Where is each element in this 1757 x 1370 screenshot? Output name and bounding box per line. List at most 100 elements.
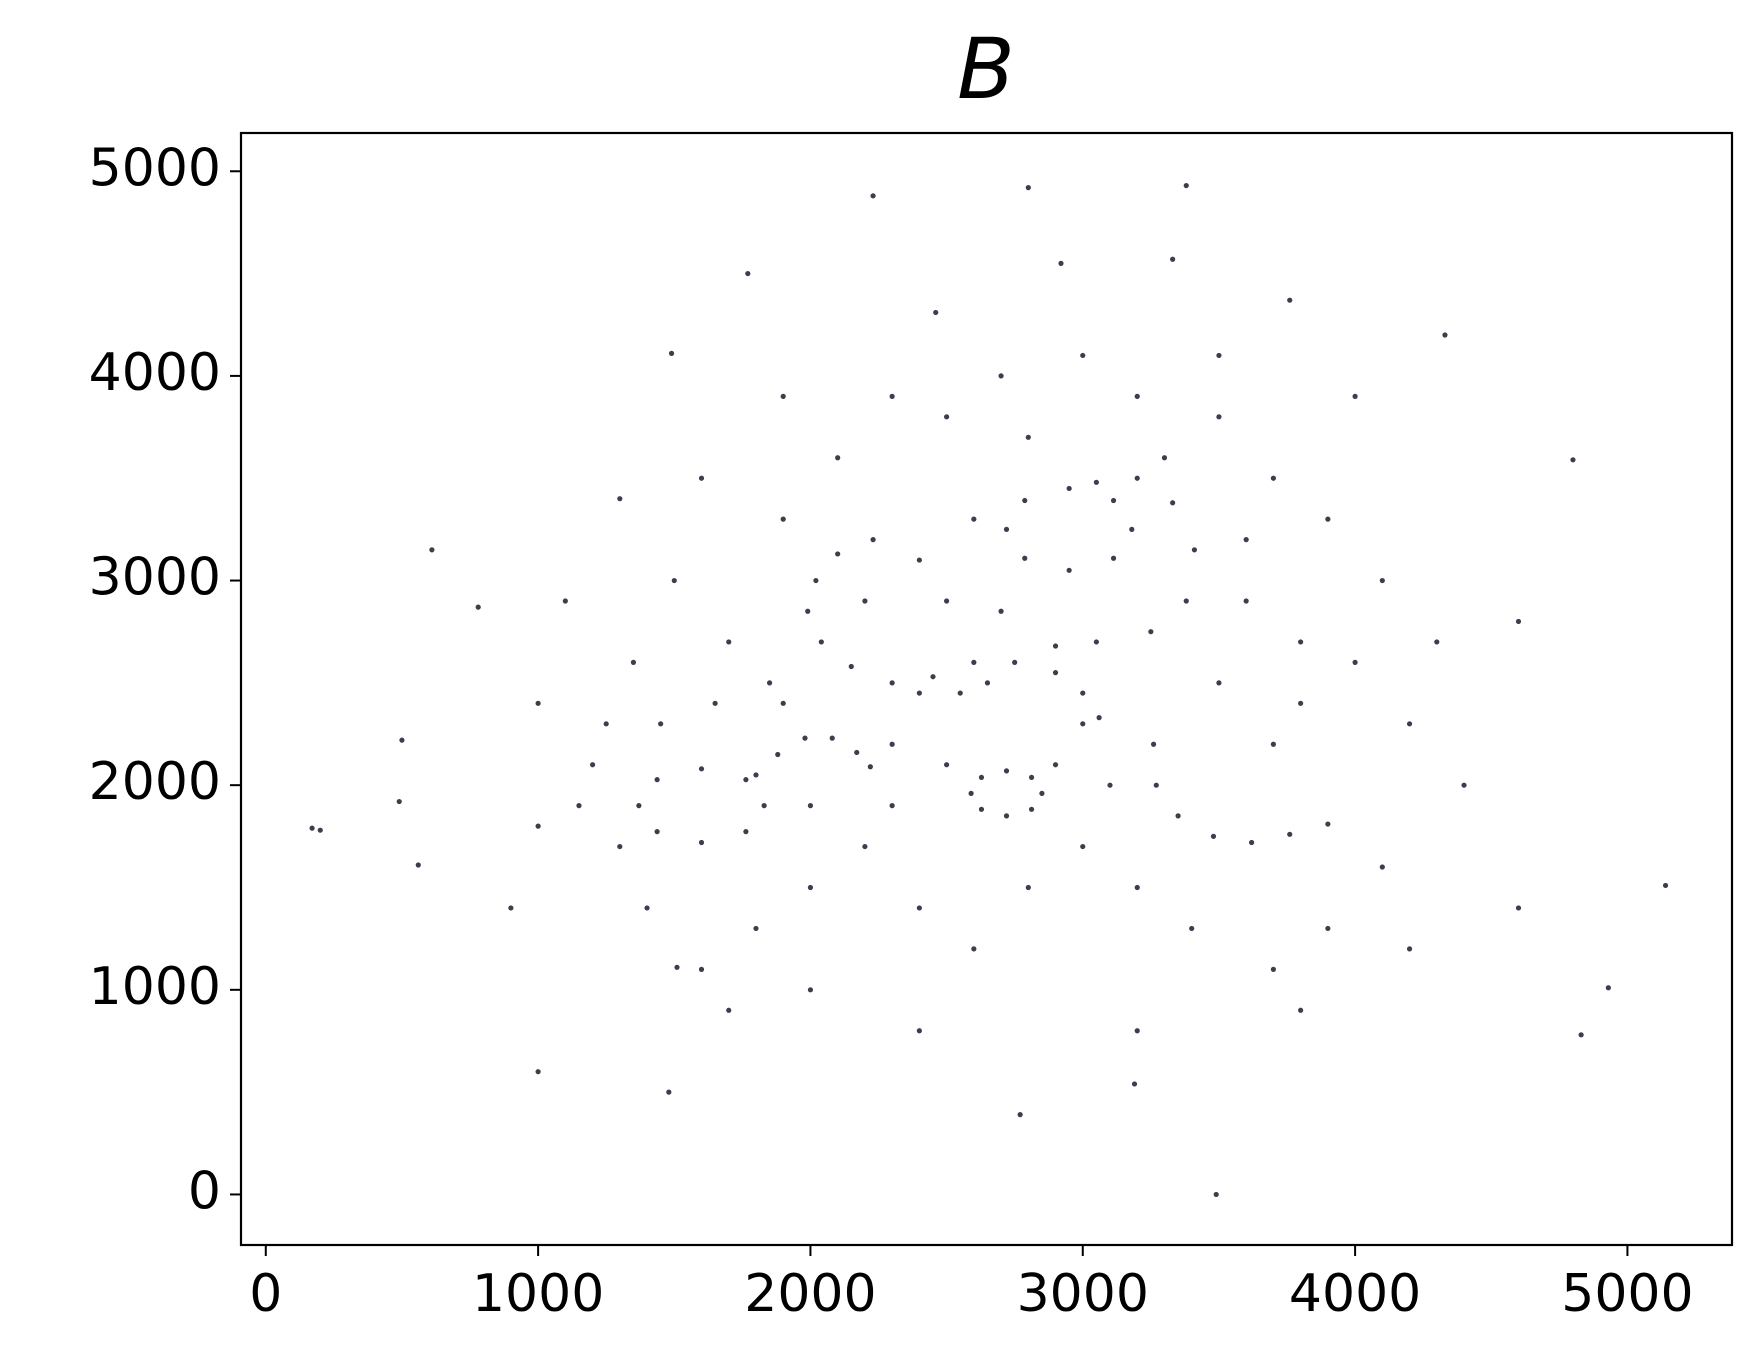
point bbox=[1434, 639, 1440, 645]
point bbox=[1066, 567, 1072, 573]
point bbox=[1210, 833, 1217, 839]
point bbox=[968, 790, 974, 796]
point bbox=[835, 455, 841, 461]
point bbox=[317, 827, 323, 833]
point bbox=[1025, 434, 1031, 440]
point bbox=[1170, 256, 1176, 262]
point bbox=[674, 964, 680, 970]
point bbox=[916, 1028, 922, 1034]
point bbox=[1028, 806, 1035, 812]
point bbox=[916, 557, 922, 563]
point bbox=[535, 700, 541, 706]
point bbox=[1003, 813, 1010, 819]
point bbox=[726, 1007, 732, 1013]
point bbox=[1216, 414, 1222, 420]
point bbox=[1093, 479, 1099, 485]
chart-title: B bbox=[957, 20, 1015, 118]
point bbox=[1080, 352, 1086, 359]
point bbox=[1216, 352, 1222, 359]
point bbox=[1183, 598, 1189, 604]
point bbox=[889, 680, 895, 686]
point bbox=[944, 762, 950, 768]
point bbox=[1243, 598, 1249, 604]
point bbox=[1298, 700, 1304, 706]
point bbox=[1325, 821, 1331, 827]
point bbox=[1298, 639, 1304, 645]
point bbox=[1298, 1007, 1304, 1013]
point bbox=[984, 680, 991, 686]
point bbox=[535, 1069, 541, 1075]
point bbox=[1039, 790, 1045, 796]
point bbox=[1352, 393, 1358, 399]
point bbox=[617, 843, 623, 850]
x-tick-label: 4000 bbox=[1289, 1264, 1421, 1324]
point bbox=[475, 604, 481, 610]
point bbox=[766, 680, 773, 686]
point bbox=[944, 414, 950, 420]
point bbox=[1148, 629, 1154, 635]
point bbox=[743, 777, 749, 783]
point bbox=[944, 598, 950, 604]
point bbox=[802, 735, 808, 741]
point bbox=[1134, 1028, 1140, 1034]
point bbox=[712, 700, 718, 706]
point bbox=[854, 749, 860, 756]
x-tick-label: 1000 bbox=[472, 1264, 604, 1324]
point bbox=[1213, 1191, 1219, 1198]
point bbox=[1170, 500, 1176, 506]
point bbox=[644, 905, 650, 911]
point bbox=[1662, 882, 1669, 889]
point bbox=[1058, 260, 1064, 266]
point bbox=[1080, 721, 1086, 727]
point bbox=[1066, 485, 1072, 492]
point bbox=[1025, 185, 1031, 191]
point bbox=[916, 905, 922, 911]
point bbox=[1379, 577, 1385, 584]
point bbox=[805, 608, 811, 614]
point bbox=[1052, 670, 1059, 676]
point bbox=[671, 577, 677, 584]
point bbox=[1243, 537, 1249, 543]
point bbox=[998, 608, 1004, 614]
point bbox=[1406, 721, 1413, 727]
x-tick-label: 3000 bbox=[1017, 1264, 1149, 1324]
point bbox=[1080, 690, 1086, 696]
point bbox=[1249, 839, 1255, 846]
point bbox=[862, 598, 868, 604]
point bbox=[743, 829, 749, 835]
plot-frame bbox=[239, 131, 1734, 1247]
point bbox=[807, 884, 814, 891]
point bbox=[1017, 1112, 1023, 1118]
point bbox=[415, 862, 421, 868]
point bbox=[867, 764, 873, 770]
point bbox=[870, 193, 876, 199]
point bbox=[807, 803, 814, 809]
point bbox=[654, 777, 660, 783]
point bbox=[1325, 925, 1331, 932]
x-tick-label: 5000 bbox=[1561, 1264, 1693, 1324]
point bbox=[916, 690, 922, 696]
point bbox=[1352, 659, 1358, 665]
point bbox=[971, 659, 977, 665]
point bbox=[753, 772, 759, 778]
point bbox=[603, 721, 609, 727]
point bbox=[889, 393, 895, 399]
point bbox=[761, 803, 767, 809]
point bbox=[1093, 639, 1099, 645]
point bbox=[698, 839, 705, 846]
point bbox=[1052, 762, 1059, 768]
point bbox=[889, 803, 895, 809]
point bbox=[1570, 457, 1576, 463]
point bbox=[829, 735, 835, 741]
point bbox=[971, 946, 977, 952]
point bbox=[889, 741, 895, 747]
point bbox=[1110, 555, 1117, 561]
point bbox=[399, 737, 405, 743]
point bbox=[1107, 782, 1113, 788]
y-tick-label: 0 bbox=[188, 1161, 221, 1221]
point bbox=[1012, 659, 1018, 665]
point bbox=[1325, 516, 1331, 522]
point bbox=[508, 905, 514, 911]
